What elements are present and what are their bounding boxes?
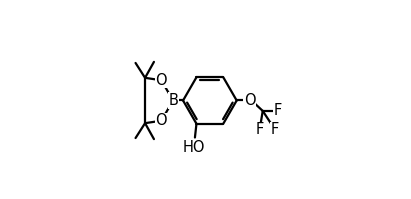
Text: F: F [274, 103, 282, 118]
Text: F: F [271, 122, 279, 137]
Text: HO: HO [183, 140, 206, 155]
Text: O: O [244, 93, 256, 108]
Text: O: O [155, 73, 167, 88]
Text: F: F [256, 122, 264, 137]
Text: B: B [168, 93, 178, 108]
Text: O: O [155, 113, 167, 128]
